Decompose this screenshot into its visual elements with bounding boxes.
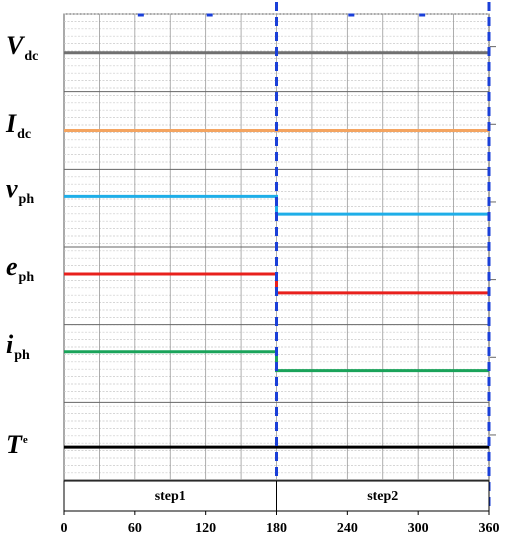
series-label-symbol: T bbox=[6, 430, 22, 460]
x-tick-label: 120 bbox=[195, 521, 216, 536]
series-label-symbol: I bbox=[6, 108, 17, 138]
series-label-symbol: e bbox=[6, 252, 18, 282]
x-tick-label: 240 bbox=[337, 521, 358, 536]
series-line-eph bbox=[64, 272, 489, 295]
series-label: Vdc bbox=[6, 30, 39, 70]
x-tick-label: 60 bbox=[128, 521, 142, 536]
x-tick-label: 0 bbox=[61, 521, 68, 536]
x-tick-label: 360 bbox=[479, 521, 500, 536]
series-label: Te bbox=[6, 427, 28, 458]
x-tick-label: 300 bbox=[408, 521, 429, 536]
series-label-symbol: v bbox=[6, 174, 18, 204]
series-label-symbol: i bbox=[6, 329, 14, 359]
series-label-superscript: e bbox=[22, 434, 28, 447]
series-label: Idc bbox=[6, 108, 32, 148]
x-tick-label: 180 bbox=[266, 521, 287, 536]
series-label-subscript: dc bbox=[24, 48, 39, 64]
series-label-subscript: ph bbox=[18, 192, 35, 208]
series-line-iph bbox=[64, 350, 489, 373]
series-label-subscript: ph bbox=[18, 270, 35, 286]
series-label-subscript: dc bbox=[17, 126, 32, 142]
series-label-symbol: V bbox=[6, 30, 24, 60]
series-label-subscript: ph bbox=[14, 347, 30, 363]
series-label: eph bbox=[6, 254, 34, 291]
series-label: vph bbox=[6, 176, 34, 213]
phase-label: step2 bbox=[367, 489, 398, 504]
series-label: iph bbox=[6, 329, 30, 369]
phase-label: step1 bbox=[155, 489, 186, 504]
